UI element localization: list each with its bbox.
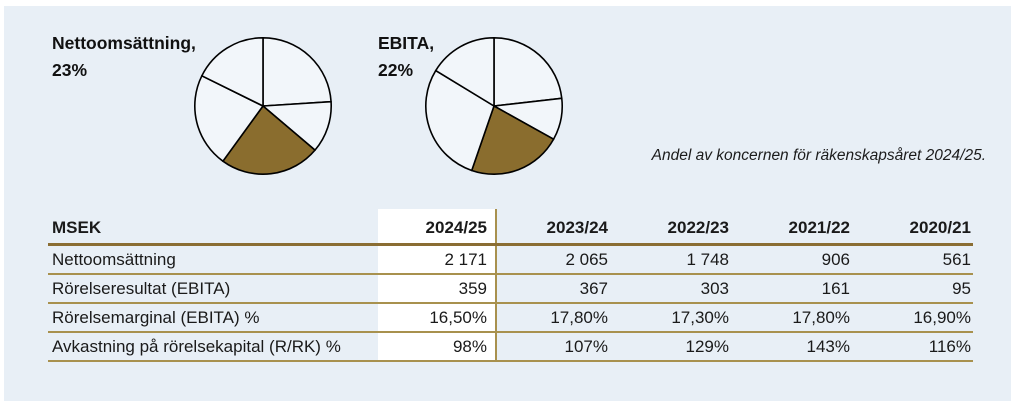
unit-header: MSEK [52,218,102,237]
netto-pie-chart [194,37,332,175]
table-row: Rörelseresultat (EBITA) 359 367 303 161 95 [48,275,973,304]
row-label: Rörelsemarginal (EBITA) % [52,307,260,327]
cell-value: 1 748 [686,249,729,269]
cell-value: 161 [821,278,850,298]
cell-value: 95 [952,278,971,298]
cell-value: 129% [685,336,729,356]
table-row: Avkastning på rörelsekapital (R/RK) % 98%… [48,333,973,362]
pie-slice [194,75,264,162]
cell-value: 17,30% [671,307,729,327]
column-header-2024-25: 2024/25 [425,218,487,237]
cell-value: 2 065 [565,249,608,269]
cell-value: 16,90% [913,307,971,327]
cell-value: 561 [942,249,971,269]
pie-slice-highlighted [222,105,316,175]
table-row: Rörelsemarginal (EBITA) % 16,50% 17,80% 17,… [48,304,973,333]
table-body: Nettoomsättning 2 171 2 065 1 748 906 561 Röre… [48,246,973,362]
netto-pie-title: Nettoomsättning, 23% [52,30,196,84]
pie-slice [262,37,332,107]
chart-caption: Andel av koncernen för räkenskapsåret 20… [651,147,986,164]
pie-slice [493,37,563,107]
cell-value: 906 [821,249,850,269]
cell-value: 143% [806,336,850,356]
table-header-row: MSEK 2024/25 2023/24 2022/23 2021/22 202… [48,209,973,246]
cell-value: 17,80% [792,307,850,327]
table-row: Nettoomsättning 2 171 2 065 1 748 906 561 [48,246,973,275]
financial-table: MSEK 2024/25 2023/24 2022/23 2021/22 202… [48,209,973,362]
netto-pie-title-pct: 23% [52,60,88,80]
cell-value: 107% [564,336,608,356]
cell-value: 17,80% [550,307,608,327]
ebita-pie-title-line1: EBITA, [378,33,435,53]
netto-pie-title-line1: Nettoomsättning, [52,33,196,53]
row-label: Avkastning på rörelsekapital (R/RK) % [52,336,341,356]
column-header-2020-21: 2020/21 [909,218,971,237]
column-header-2023-24: 2023/24 [546,218,608,237]
column-header-2021-22: 2021/22 [788,218,850,237]
pie-slice [434,37,495,107]
cell-value: 16,50% [429,307,487,327]
row-label: Rörelseresultat (EBITA) [52,278,231,298]
pie-slice [201,37,264,107]
cell-value: 303 [700,278,729,298]
cell-value: 367 [579,278,608,298]
ebita-pie-title: EBITA, 22% [378,30,434,84]
cell-value: 116% [928,336,971,356]
row-label: Nettoomsättning [52,249,176,269]
pie-slice [425,69,495,172]
current-year-column-highlight [378,209,497,362]
pie-slice-highlighted [470,105,555,175]
ebita-pie-title-pct: 22% [378,60,414,80]
cell-value: 359 [458,278,487,298]
cell-value: 2 171 [444,249,487,269]
column-header-2022-23: 2022/23 [667,218,729,237]
ebita-pie-chart [425,37,563,175]
cell-value: 98% [452,336,487,356]
